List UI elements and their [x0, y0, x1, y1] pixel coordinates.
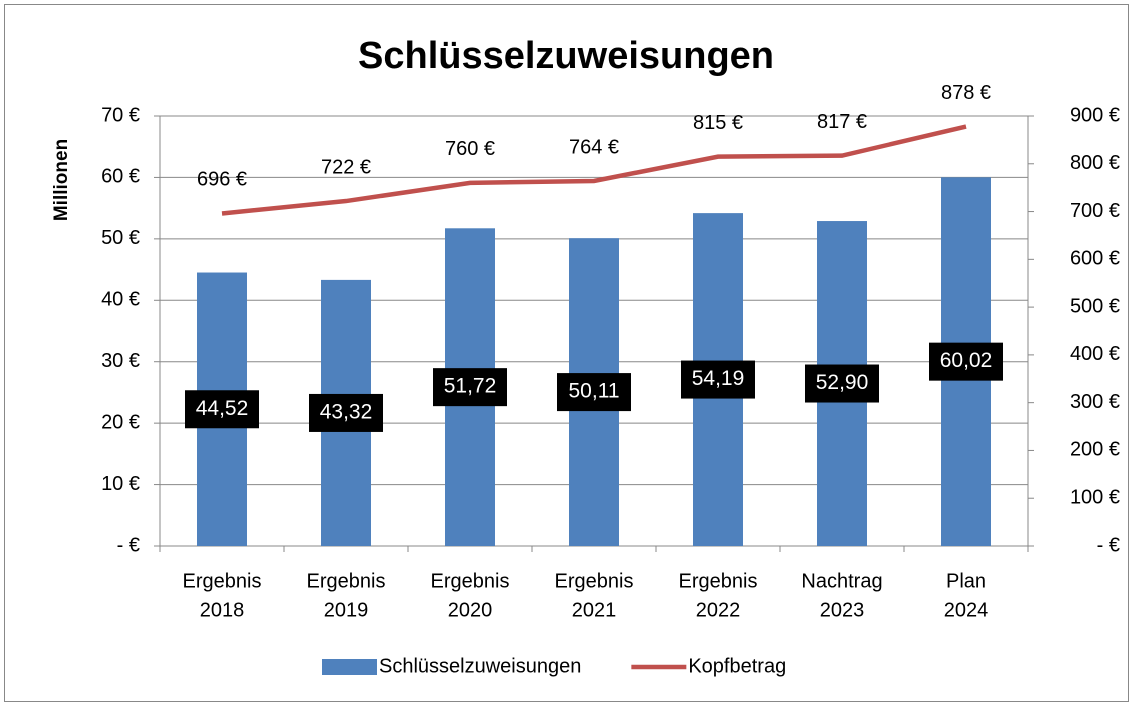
y-tick-label: 20 €	[101, 411, 140, 433]
data-label: 696 €	[197, 169, 247, 191]
data-label: 760 €	[445, 138, 495, 160]
x-tick-label: 2020	[448, 599, 493, 621]
x-tick-label: 2023	[820, 599, 865, 621]
data-label: 722 €	[321, 156, 371, 178]
y2-tick-label: 700 €	[1070, 200, 1120, 222]
y2-tick-label: - €	[1097, 534, 1120, 556]
y2-tick-label: 600 €	[1070, 248, 1120, 270]
data-label: 815 €	[693, 112, 743, 134]
chart-title: Schlüsselzuweisungen	[358, 35, 774, 77]
x-tick-label: 2024	[944, 599, 989, 621]
x-tick-label: Ergebnis	[307, 570, 386, 592]
data-label-box	[681, 360, 755, 399]
y-tick-label: 50 €	[101, 227, 140, 249]
x-tick-label: 2018	[200, 599, 245, 621]
x-tick-label: 2022	[696, 599, 741, 621]
x-tick-label: Plan	[946, 570, 986, 592]
y2-tick-label: 200 €	[1070, 439, 1120, 461]
y2-tick-label: 800 €	[1070, 152, 1120, 174]
x-tick-label: Ergebnis	[555, 570, 634, 592]
data-label-box	[433, 368, 507, 407]
data-label-box	[805, 364, 879, 403]
x-tick-label: Ergebnis	[679, 570, 758, 592]
x-tick-label: 2021	[572, 599, 617, 621]
data-label: 43,32	[320, 400, 373, 423]
y2-tick-label: 300 €	[1070, 391, 1120, 413]
data-label-box	[309, 393, 383, 432]
data-label-box	[557, 373, 631, 412]
x-tick-label: Nachtrag	[801, 570, 882, 592]
data-label: 60,02	[940, 349, 993, 372]
x-tick-label: 2019	[324, 599, 369, 621]
y2-tick-label: 100 €	[1070, 487, 1120, 509]
x-tick-label: Ergebnis	[183, 570, 262, 592]
data-label: 54,19	[692, 367, 745, 390]
data-label: 52,90	[816, 371, 869, 394]
y2-tick-label: 900 €	[1070, 104, 1120, 126]
legend-label: Schlüsselzuweisungen	[379, 655, 581, 677]
y-tick-label: 30 €	[101, 350, 140, 372]
data-label: 51,72	[444, 375, 497, 398]
data-label: 878 €	[941, 82, 991, 104]
data-label-box	[185, 390, 259, 429]
data-label-box	[929, 342, 1003, 381]
y-tick-label: 60 €	[101, 166, 140, 188]
x-tick-label: Ergebnis	[431, 570, 510, 592]
data-label: 764 €	[569, 136, 619, 158]
y-axis-label: Millionen	[51, 139, 72, 221]
y-tick-label: 40 €	[101, 289, 140, 311]
data-label: 44,52	[196, 397, 249, 420]
y2-tick-label: 400 €	[1070, 343, 1120, 365]
y2-tick-label: 500 €	[1070, 295, 1120, 317]
y-tick-label: 70 €	[101, 104, 140, 126]
legend-label: Kopfbetrag	[688, 655, 786, 677]
line	[221, 124, 967, 216]
data-label: 817 €	[817, 111, 867, 133]
data-label: 50,11	[569, 380, 620, 403]
legend-swatch	[322, 659, 377, 675]
y-tick-label: 10 €	[101, 473, 140, 495]
y-tick-label: - €	[117, 534, 140, 556]
